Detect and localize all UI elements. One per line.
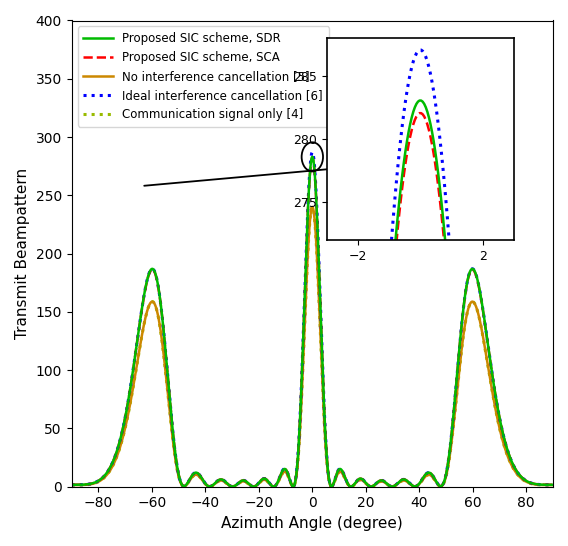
No interference cancellation [5] [290,483,296,490]
Ideal interference cancellation [6] [68,482,75,488]
Communication signal only [4] [368,483,375,490]
Proposed SIC scheme, SCA [550,482,557,488]
Ideal interference cancellation [6] [309,149,316,156]
Y-axis label: Transmit Beampattern: Transmit Beampattern [15,168,30,339]
No interference cancellation [5] [550,482,557,488]
Proposed SIC scheme, SCA [368,483,375,490]
Proposed SIC scheme, SDR [504,447,511,454]
Ideal interference cancellation [6] [290,483,296,490]
Proposed SIC scheme, SCA [290,483,296,490]
Line: Proposed SIC scheme, SCA: Proposed SIC scheme, SCA [72,158,553,486]
Proposed SIC scheme, SCA [172,446,178,453]
Communication signal only [4] [309,204,316,210]
Line: Proposed SIC scheme, SDR: Proposed SIC scheme, SDR [72,157,553,486]
Communication signal only [4] [68,482,75,488]
Line: Ideal interference cancellation [6]: Ideal interference cancellation [6] [72,152,553,486]
Communication signal only [4] [203,482,210,488]
No interference cancellation [5] [549,482,556,488]
Line: No interference cancellation [5]: No interference cancellation [5] [72,207,553,486]
Proposed SIC scheme, SDR [550,482,557,488]
Proposed SIC scheme, SCA [549,482,556,488]
Proposed SIC scheme, SDR [549,482,556,488]
Legend: Proposed SIC scheme, SDR, Proposed SIC scheme, SCA, No interference cancellation: Proposed SIC scheme, SDR, Proposed SIC s… [78,26,329,127]
Line: Communication signal only [4]: Communication signal only [4] [72,207,553,486]
Communication signal only [4] [360,478,366,484]
No interference cancellation [5] [504,453,511,459]
Proposed SIC scheme, SDR [172,446,178,453]
Ideal interference cancellation [6] [203,481,210,488]
Ideal interference cancellation [6] [172,446,178,453]
Proposed SIC scheme, SCA [360,477,366,483]
Proposed SIC scheme, SCA [504,447,511,454]
Proposed SIC scheme, SCA [309,155,316,161]
Proposed SIC scheme, SDR [68,482,75,488]
Communication signal only [4] [172,452,178,458]
Proposed SIC scheme, SCA [68,482,75,488]
Communication signal only [4] [549,482,556,488]
Ideal interference cancellation [6] [504,447,511,454]
Proposed SIC scheme, SCA [203,481,210,488]
Proposed SIC scheme, SDR [309,153,316,160]
No interference cancellation [5] [172,452,178,458]
X-axis label: Azimuth Angle (degree): Azimuth Angle (degree) [222,516,403,531]
Communication signal only [4] [504,453,511,459]
Ideal interference cancellation [6] [368,483,375,490]
Ideal interference cancellation [6] [550,482,557,488]
Proposed SIC scheme, SDR [368,483,375,490]
No interference cancellation [5] [360,478,366,484]
Proposed SIC scheme, SDR [360,477,366,483]
No interference cancellation [5] [309,204,316,210]
No interference cancellation [5] [368,483,375,490]
Proposed SIC scheme, SDR [203,481,210,488]
No interference cancellation [5] [68,482,75,488]
Ideal interference cancellation [6] [549,482,556,488]
No interference cancellation [5] [203,482,210,488]
Proposed SIC scheme, SDR [290,483,296,490]
Communication signal only [4] [290,483,296,490]
Ideal interference cancellation [6] [360,477,366,483]
Communication signal only [4] [550,482,557,488]
